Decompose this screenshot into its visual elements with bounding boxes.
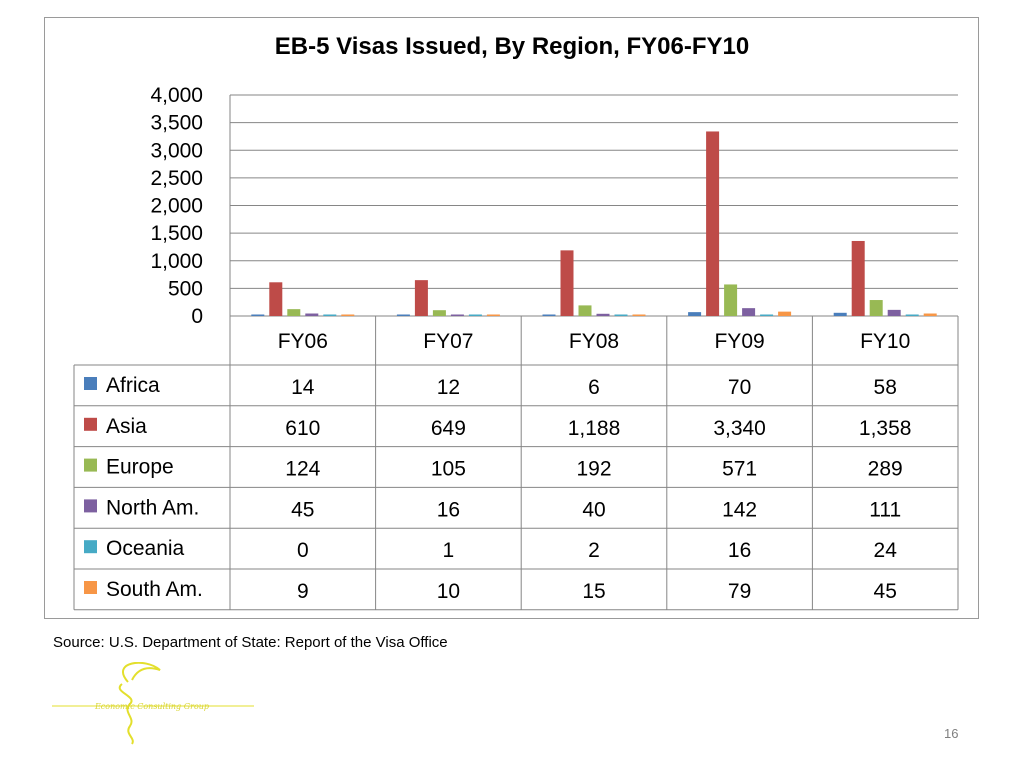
- data-label: 105: [431, 458, 466, 481]
- data-label: 610: [285, 417, 320, 440]
- data-label: 14: [291, 376, 315, 399]
- data-label: 289: [868, 458, 903, 481]
- data-label: 24: [874, 539, 898, 562]
- bar: [542, 314, 556, 316]
- bar: [596, 313, 610, 316]
- legend-swatch: [84, 499, 97, 513]
- data-label: 40: [582, 498, 605, 521]
- data-label: 58: [874, 376, 897, 399]
- chart-title: EB-5 Visas Issued, By Region, FY06-FY10: [274, 33, 750, 60]
- data-label: 70: [728, 376, 751, 399]
- bar: [778, 311, 792, 316]
- legend-label: Oceania: [106, 537, 185, 560]
- bar: [833, 312, 847, 316]
- bar: [251, 314, 265, 316]
- data-label: 1,358: [859, 417, 912, 440]
- data-label: 45: [874, 580, 897, 603]
- logo-text: Economic Consulting Group: [94, 702, 209, 711]
- bar: [760, 314, 774, 316]
- bar: [486, 314, 500, 316]
- bars: [251, 131, 937, 316]
- bar: [742, 308, 756, 316]
- bar: [578, 305, 592, 316]
- y-tick-label: 0: [191, 305, 203, 328]
- data-label: 649: [431, 417, 466, 440]
- legend-swatch: [84, 540, 97, 554]
- data-label: 45: [291, 498, 314, 521]
- bar: [632, 314, 646, 316]
- bar: [923, 313, 937, 316]
- data-label: 1: [443, 539, 455, 562]
- y-tick-label: 2,000: [150, 195, 203, 218]
- bar: [269, 282, 283, 316]
- bar: [432, 310, 446, 316]
- data-label: 192: [576, 458, 611, 481]
- bar: [287, 309, 301, 316]
- category-label: FY07: [423, 330, 473, 353]
- data-label: 111: [869, 498, 901, 521]
- y-tick-label: 1,000: [150, 250, 203, 273]
- bar: [396, 314, 410, 316]
- y-tick-label: 3,500: [150, 112, 203, 135]
- data-label: 16: [728, 539, 751, 562]
- bar: [706, 131, 720, 316]
- data-label: 3,340: [713, 417, 766, 440]
- data-label: 124: [285, 458, 320, 481]
- y-tick-label: 1,500: [150, 222, 203, 245]
- data-label: 79: [728, 580, 751, 603]
- category-label: FY09: [714, 330, 764, 353]
- bar: [560, 250, 574, 316]
- data-label: 571: [722, 458, 757, 481]
- bar: [414, 280, 428, 316]
- y-tick-label: 2,500: [150, 167, 203, 190]
- logo: Economic Consulting Group: [52, 662, 254, 745]
- data-label: 10: [437, 580, 460, 603]
- bar: [305, 313, 319, 316]
- gridlines: [229, 94, 958, 317]
- y-axis-ticks: 0 500 1,000 1,500 2,000 2,500 3,000 3,500 4,000: [150, 84, 203, 328]
- page-number: 16: [944, 726, 959, 741]
- data-label: 12: [437, 376, 460, 399]
- category-label: FY06: [278, 330, 328, 353]
- data-label: 0: [297, 539, 309, 562]
- y-tick-label: 4,000: [150, 84, 203, 107]
- data-label: 16: [437, 498, 460, 521]
- legend-swatch: [84, 458, 97, 472]
- bar: [323, 314, 337, 316]
- bar: [341, 314, 355, 316]
- category-label: FY10: [860, 330, 910, 353]
- data-label: 142: [722, 498, 757, 521]
- bar: [887, 309, 901, 316]
- legend-swatch: [84, 377, 97, 390]
- bar: [851, 240, 865, 316]
- bar: [688, 312, 702, 316]
- data-label: 15: [582, 580, 605, 603]
- y-tick-label: 500: [168, 277, 203, 300]
- legend-label: Africa: [106, 374, 160, 397]
- bar: [869, 300, 883, 316]
- data-label: 1,188: [568, 417, 621, 440]
- legend-swatch: [84, 581, 97, 594]
- bar: [614, 314, 628, 316]
- y-tick-label: 3,000: [150, 139, 203, 162]
- bar: [905, 314, 919, 316]
- chart-frame: [44, 17, 979, 619]
- legend-label: Asia: [106, 415, 147, 438]
- category-label: FY08: [569, 330, 619, 353]
- data-label: 2: [588, 539, 600, 562]
- source-note: Source: U.S. Department of State: Report…: [53, 634, 448, 651]
- legend-label: Europe: [106, 456, 174, 479]
- legend-label: South Am.: [106, 578, 203, 601]
- bar: [468, 314, 482, 316]
- legend-label: North Am.: [106, 496, 199, 519]
- data-label: 6: [588, 376, 600, 399]
- bar: [724, 284, 738, 316]
- data-label: 9: [297, 580, 309, 603]
- bar: [450, 314, 464, 316]
- legend-swatch: [84, 417, 97, 431]
